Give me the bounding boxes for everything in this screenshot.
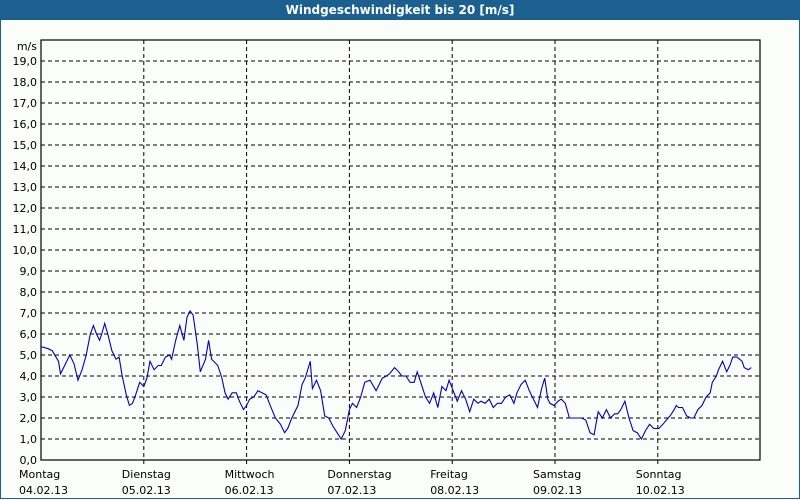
- y-tick-label: 5,0: [20, 349, 38, 362]
- x-tick-date: 06.02.13: [225, 484, 274, 497]
- x-axis: Montag 04.02.13 Dienstag 05.02.13 Mittwoch 06…: [19, 468, 685, 497]
- y-tick-label: 11,0: [13, 223, 38, 236]
- y-axis-unit: m/s: [17, 40, 37, 53]
- x-tick-day: Freitag: [430, 468, 468, 481]
- y-tick-label: 2,0: [20, 412, 38, 425]
- x-tick-date: 10.02.13: [636, 484, 685, 497]
- x-tick-date: 09.02.13: [533, 484, 582, 497]
- y-tick-label: 17,0: [13, 97, 38, 110]
- y-tick-label: 0,0: [20, 454, 38, 467]
- y-axis: m/s 0,0 1,0 2,0 3,0 4,0 5,0 6,0 7,0 8,0 9,0 10,0 11…: [13, 40, 38, 467]
- y-tick-label: 13,0: [13, 181, 38, 194]
- wind-speed-line: [40, 309, 752, 441]
- x-tick-date: 07.02.13: [327, 484, 376, 497]
- y-tick-label: 7,0: [20, 307, 38, 320]
- y-tick-label: 10,0: [13, 244, 38, 257]
- y-tick-label: 1,0: [20, 433, 38, 446]
- y-tick-label: 14,0: [13, 160, 38, 173]
- x-tick-day: Montag: [19, 468, 60, 481]
- y-tick-label: 4,0: [20, 370, 38, 383]
- y-tick-label: 15,0: [13, 139, 38, 152]
- y-tick-label: 3,0: [20, 391, 38, 404]
- y-tick-label: 8,0: [20, 286, 38, 299]
- x-tick-date: 04.02.13: [19, 484, 68, 497]
- x-tick-day: Donnerstag: [327, 468, 391, 481]
- x-tick-day: Sonntag: [636, 468, 682, 481]
- x-tick-day: Dienstag: [122, 468, 171, 481]
- x-tick-day: Mittwoch: [225, 468, 275, 481]
- y-tick-label: 12,0: [13, 202, 38, 215]
- y-tick-label: 6,0: [20, 328, 38, 341]
- chart-title: Windgeschwindigkeit bis 20 [m/s]: [0, 0, 800, 20]
- y-tick-label: 19,0: [13, 55, 38, 68]
- y-tick-label: 9,0: [20, 265, 38, 278]
- x-tick-date: 08.02.13: [430, 484, 479, 497]
- y-tick-label: 16,0: [13, 118, 38, 131]
- x-tick-day: Samstag: [533, 468, 581, 481]
- plot-border: [40, 39, 761, 461]
- y-tick-label: 18,0: [13, 76, 38, 89]
- grid-lines: [41, 40, 760, 465]
- x-tick-date: 05.02.13: [122, 484, 171, 497]
